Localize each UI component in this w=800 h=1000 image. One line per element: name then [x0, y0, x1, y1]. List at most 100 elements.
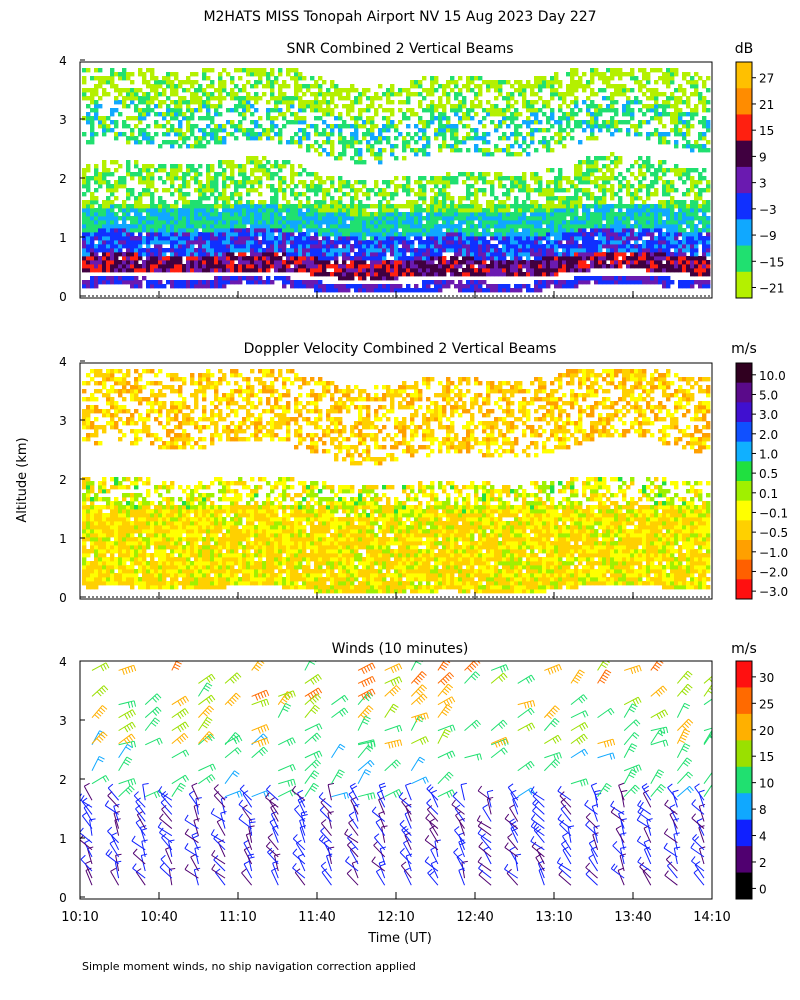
- heatmap-cell: [654, 240, 659, 245]
- heatmap-cell: [430, 188, 435, 193]
- heatmap-cell: [246, 96, 251, 101]
- heatmap-cell: [522, 228, 527, 233]
- heatmap-cell: [278, 240, 283, 245]
- heatmap-cell: [350, 268, 355, 273]
- heatmap-cell: [294, 244, 299, 249]
- heatmap-cell: [658, 104, 663, 109]
- heatmap-cell: [122, 212, 127, 217]
- heatmap-cell: [110, 228, 115, 233]
- heatmap-cell: [502, 184, 507, 189]
- heatmap-cell: [318, 180, 323, 185]
- heatmap-cell: [550, 92, 555, 97]
- heatmap-cell: [578, 220, 583, 225]
- heatmap-cell: [358, 204, 363, 209]
- heatmap-cell: [286, 216, 291, 221]
- heatmap-cell: [582, 220, 587, 225]
- heatmap-cell: [230, 212, 235, 217]
- heatmap-cell: [470, 116, 475, 121]
- heatmap-cell: [366, 288, 371, 293]
- heatmap-cell: [590, 220, 595, 225]
- heatmap-cell: [626, 256, 631, 261]
- heatmap-cell: [466, 196, 471, 201]
- heatmap-cell: [354, 228, 359, 233]
- heatmap-cell: [586, 276, 591, 281]
- heatmap-cell: [506, 152, 511, 157]
- heatmap-cell: [546, 260, 551, 265]
- heatmap-cell: [278, 132, 283, 137]
- heatmap-cell: [574, 248, 579, 253]
- heatmap-cell: [242, 240, 247, 245]
- heatmap-cell: [442, 112, 447, 117]
- heatmap-cell: [562, 224, 567, 229]
- heatmap-cell: [334, 268, 339, 273]
- heatmap-cell: [478, 280, 483, 285]
- heatmap-cell: [550, 188, 555, 193]
- heatmap-cell: [338, 268, 343, 273]
- heatmap-cell: [462, 172, 467, 177]
- heatmap-cell: [98, 80, 103, 85]
- heatmap-cell: [218, 196, 223, 201]
- heatmap-cell: [142, 204, 147, 209]
- heatmap-cell: [310, 252, 315, 257]
- heatmap-cell: [222, 176, 227, 181]
- heatmap-cell: [186, 236, 191, 241]
- heatmap-cell: [510, 104, 515, 109]
- heatmap-cell: [490, 256, 495, 261]
- heatmap-cell: [238, 236, 243, 241]
- heatmap-cell: [222, 96, 227, 101]
- heatmap-cell: [298, 140, 303, 145]
- heatmap-cell: [566, 228, 571, 233]
- heatmap-cell: [478, 284, 483, 289]
- heatmap-cell: [542, 140, 547, 145]
- heatmap-cell: [174, 204, 179, 209]
- heatmap-cell: [530, 104, 535, 109]
- heatmap-cell: [334, 104, 339, 109]
- heatmap-cell: [354, 204, 359, 209]
- heatmap-cell: [386, 268, 391, 273]
- heatmap-cell: [554, 228, 559, 233]
- heatmap-cell: [486, 152, 491, 157]
- heatmap-cell: [634, 208, 639, 213]
- heatmap-cell: [174, 264, 179, 269]
- heatmap-cell: [118, 232, 123, 237]
- heatmap-cell: [318, 184, 323, 189]
- heatmap-cell: [102, 236, 107, 241]
- heatmap-cell: [302, 252, 307, 257]
- heatmap-cell: [294, 80, 299, 85]
- heatmap-cell: [122, 104, 127, 109]
- heatmap-cell: [366, 88, 371, 93]
- heatmap-cell: [554, 256, 559, 261]
- heatmap-cell: [638, 236, 643, 241]
- heatmap-cell: [462, 236, 467, 241]
- heatmap-cell: [134, 96, 139, 101]
- heatmap-cell: [166, 208, 171, 213]
- heatmap-cell: [530, 224, 535, 229]
- heatmap-cell: [574, 208, 579, 213]
- heatmap-cell: [366, 120, 371, 125]
- heatmap-cell: [298, 264, 303, 269]
- heatmap-cell: [94, 220, 99, 225]
- heatmap-cell: [518, 224, 523, 229]
- heatmap-cell: [638, 276, 643, 281]
- heatmap-cell: [654, 260, 659, 265]
- heatmap-cell: [106, 196, 111, 201]
- heatmap-cell: [94, 276, 99, 281]
- heatmap-cell: [234, 240, 239, 245]
- heatmap-cell: [626, 216, 631, 221]
- heatmap-cell: [190, 284, 195, 289]
- heatmap-cell: [402, 224, 407, 229]
- heatmap-cell: [250, 256, 255, 261]
- heatmap-cell: [186, 144, 191, 149]
- heatmap-cell: [278, 244, 283, 249]
- heatmap-cell: [374, 272, 379, 277]
- heatmap-cell: [330, 148, 335, 153]
- heatmap-cell: [606, 264, 611, 269]
- heatmap-cell: [262, 132, 267, 137]
- heatmap-cell: [114, 216, 119, 221]
- heatmap-cell: [526, 124, 531, 129]
- heatmap-cell: [206, 220, 211, 225]
- heatmap-cell: [634, 260, 639, 265]
- heatmap-cell: [214, 196, 219, 201]
- heatmap-cell: [238, 192, 243, 197]
- heatmap-cell: [382, 284, 387, 289]
